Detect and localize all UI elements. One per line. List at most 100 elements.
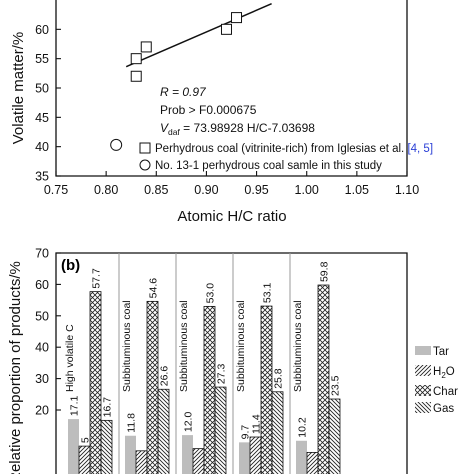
legend-label-text: Gas — [433, 403, 454, 415]
legend-label-text: Char — [433, 386, 458, 398]
y-tick-label: 20 — [35, 404, 49, 418]
panel-a-y-axis-label: Volatile matter/% — [10, 32, 27, 145]
bar-value-label: 27.3 — [216, 363, 228, 384]
legend-label-text: Tar — [433, 346, 449, 358]
legend-label-tar: Tar — [433, 346, 449, 358]
y-tick-label: 60 — [35, 23, 49, 37]
y-tick-label: 55 — [35, 52, 49, 66]
bar-value-label: 59.8 — [319, 261, 331, 282]
legend-entry-iglesias-ref: [4, 5] — [407, 143, 433, 155]
square-point — [231, 12, 243, 24]
square-point — [130, 70, 142, 82]
bar-value-label: 25.8 — [273, 368, 285, 389]
y-tick-label: 50 — [35, 309, 49, 323]
panel-a: 0.75 0.80 0.85 0.90 0.95 1.00 1.05 1.10 35 40 45 5… — [10, 0, 433, 225]
square-point — [130, 53, 142, 65]
equation-v: V — [160, 121, 169, 135]
y-tick-label: 60 — [35, 278, 49, 292]
legend-entry-this-study: No. 13-1 perhydrous coal samle in this s… — [155, 160, 382, 172]
bar-value-label: 54.6 — [148, 278, 160, 299]
coal-rank-label: Subbituminous coal — [121, 300, 133, 392]
legend-label-char: Char — [433, 386, 458, 398]
bar-h2o — [249, 436, 262, 474]
x-tick-label: 0.80 — [94, 183, 118, 197]
x-tick-label: 0.85 — [144, 183, 168, 197]
legend-label-text: H — [433, 366, 441, 378]
bar-value-label: 23.5 — [330, 375, 342, 396]
bar-gas — [100, 419, 113, 474]
x-tick-label: 1.10 — [395, 183, 419, 197]
bar-h2o — [78, 445, 91, 474]
legend-swatch-gas — [415, 402, 431, 413]
panel-a-y-ticks: 35 40 45 50 55 60 — [35, 23, 61, 184]
y-tick-label: 45 — [35, 111, 49, 125]
group-separators — [118, 253, 291, 474]
bar-h2o — [135, 450, 148, 474]
legend-square-marker — [139, 142, 151, 154]
y-tick-label: 30 — [35, 372, 49, 386]
bar-value-label: 57.7 — [91, 268, 103, 289]
bar-tar — [239, 442, 250, 474]
panel-b: (b) 20 30 40 50 60 70 Relative proportion of … — [7, 247, 458, 474]
legend-label-tail: O — [446, 366, 455, 378]
bar-value-label: 53.0 — [205, 283, 217, 304]
panel-a-x-ticks: 0.75 0.80 0.85 0.90 0.95 1.00 1.05 1.10 — [44, 171, 419, 197]
legend-swatch-h2o — [415, 365, 431, 376]
coal-rank-label: Subbituminous coal — [235, 300, 247, 392]
bar-value-label: 16.7 — [102, 397, 114, 418]
bar-value-label: 11.8 — [126, 413, 138, 433]
legend-label-gas: Gas — [433, 403, 454, 415]
bar-gas — [328, 398, 341, 474]
bar-gas — [214, 386, 227, 474]
regression-line — [125, 3, 272, 68]
coal-rank-label: High volatile C — [64, 324, 76, 392]
panel-b-label: (b) — [61, 257, 80, 274]
bar-value-label: 26.6 — [159, 366, 171, 387]
legend-label-h2o: H2O — [433, 366, 455, 380]
panel-a-data-points — [110, 12, 243, 151]
x-tick-label: 0.90 — [194, 183, 218, 197]
panel-b-y-axis-label: Relative proportion of products/% — [7, 261, 24, 474]
bar-char — [146, 300, 159, 474]
bar-char — [89, 291, 102, 474]
x-tick-label: 0.75 — [44, 183, 68, 197]
y-tick-label: 40 — [35, 341, 49, 355]
x-tick-label: 1.00 — [295, 183, 319, 197]
legend-entry-iglesias: Perhydrous coal (vitrinite-rich) from Ig… — [155, 143, 433, 155]
circle-point — [110, 138, 123, 151]
legend-circle-marker — [139, 159, 151, 171]
bar-char — [203, 305, 216, 474]
panel-b-bars: 17.1 5 57.7 16.7 High volatile C 11.8 54.6 26.6… — [64, 261, 342, 474]
bar-tar — [296, 440, 307, 474]
panel-a-x-axis-label: Atomic H/C ratio — [177, 208, 286, 225]
bar-value-label: 12.0 — [183, 412, 195, 433]
annotation-equation: Vdaf = 73.98928 H/C-7.03698 — [160, 121, 315, 137]
panel-b-axes-frame — [55, 252, 408, 474]
bar-h2o — [306, 451, 319, 474]
bar-char — [260, 305, 273, 474]
x-tick-label: 0.95 — [244, 183, 268, 197]
square-point — [140, 41, 152, 53]
y-tick-label: 40 — [35, 140, 49, 154]
bar-value-label: 53.1 — [262, 282, 274, 303]
panel-b-legend: Tar H2O Char Gas — [415, 346, 458, 415]
bar-tar — [125, 435, 136, 474]
bar-value-label: 5 — [80, 437, 92, 443]
bar-tar — [68, 419, 79, 474]
coal-rank-label: Subbituminous coal — [178, 300, 190, 392]
legend-swatch-char — [415, 385, 431, 396]
x-tick-label: 1.05 — [345, 183, 369, 197]
legend-entry-iglesias-text: Perhydrous coal (vitrinite-rich) from Ig… — [155, 143, 404, 155]
y-tick-label: 35 — [35, 170, 49, 184]
bar-value-label: 10.2 — [297, 417, 309, 438]
annotation-prob: Prob > F0.000675 — [160, 103, 257, 117]
y-tick-label: 50 — [35, 82, 49, 96]
y-tick-label: 70 — [35, 247, 49, 261]
bar-value-label: 17.1 — [69, 396, 81, 417]
legend-swatch-tar — [415, 346, 431, 355]
bar-tar — [182, 435, 193, 474]
bar-char — [317, 284, 330, 474]
legend-label-subscript: 2 — [441, 371, 446, 380]
bar-value-label: 9.7 — [240, 425, 252, 440]
